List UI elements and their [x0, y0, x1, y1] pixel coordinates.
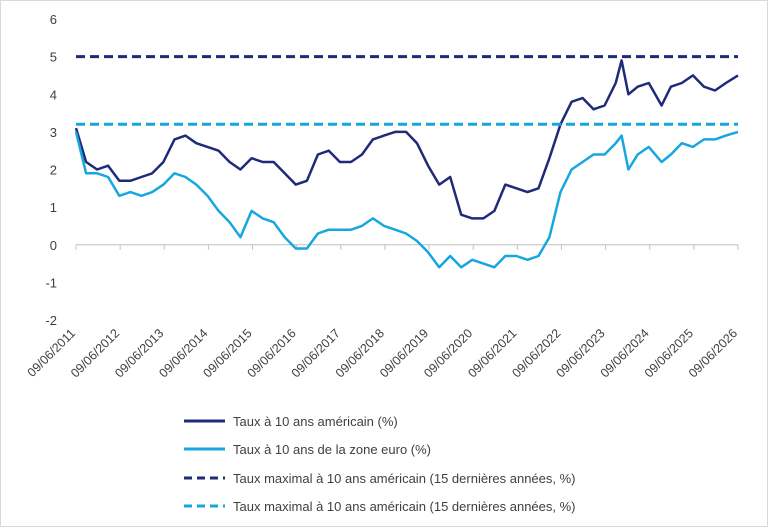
plot-lines [74, 55, 739, 269]
y-tick-label: 2 [50, 163, 57, 178]
legend-label: Taux maximal à 10 ans américain (15 dern… [233, 499, 576, 514]
y-tick-label: 6 [50, 12, 57, 27]
legend-label: Taux à 10 ans de la zone euro (%) [233, 442, 431, 457]
y-tick-label: 4 [50, 87, 57, 102]
y-tick-label: 0 [50, 238, 57, 253]
legend-label: Taux maximal à 10 ans américain (15 dern… [233, 471, 576, 486]
series-line-2 [74, 130, 739, 269]
y-tick-label: -2 [45, 313, 57, 328]
y-axis: 6 5 4 3 2 1 0 -1 -2 [45, 12, 57, 328]
legend-label: Taux à 10 ans américain (%) [233, 414, 398, 429]
series-line-1 [74, 59, 739, 220]
legend: Taux à 10 ans américain (%) Taux à 10 ans… [184, 414, 576, 514]
y-tick-label: 5 [50, 50, 57, 65]
y-tick-label: -1 [45, 275, 57, 290]
y-tick-label: 3 [50, 125, 57, 140]
x-axis: 09/06/201109/06/201209/06/201309/06/2014… [25, 244, 740, 380]
y-tick-label: 1 [50, 200, 57, 215]
